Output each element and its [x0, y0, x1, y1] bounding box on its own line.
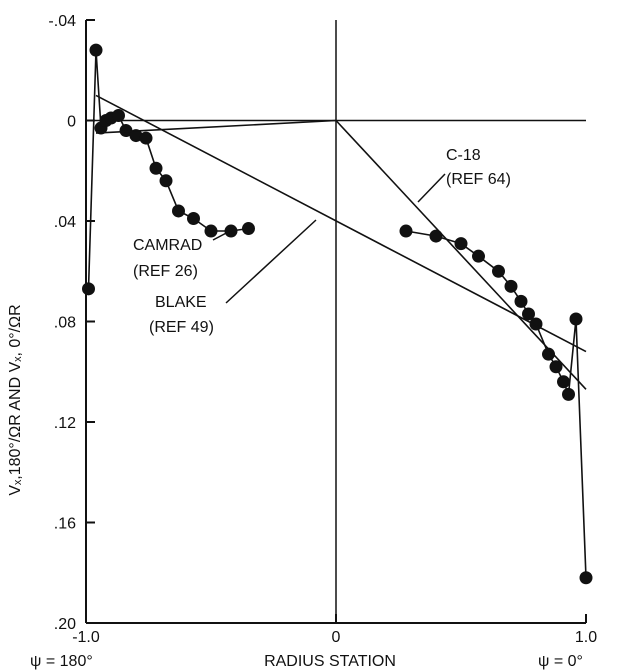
data-point-camrad: [579, 571, 593, 585]
data-point-camrad: [112, 108, 125, 122]
series-line-c18: [95, 119, 337, 134]
data-point-camrad: [562, 387, 575, 401]
annotation-camrad-leader: [212, 229, 233, 241]
series-line-c18: [335, 119, 587, 390]
annotation-blake-line2: (REF 49): [149, 319, 214, 336]
data-point-camrad: [119, 124, 133, 138]
data-point-camrad: [172, 204, 185, 218]
y-tick-label: .20: [54, 616, 76, 633]
series-camrad: [82, 43, 593, 585]
x-tick-label: 1.0: [575, 629, 597, 646]
data-point-camrad: [149, 161, 163, 175]
y-tick-label: .16: [54, 516, 76, 533]
data-point-camrad: [204, 224, 218, 238]
y-tick-label: .04: [54, 214, 76, 231]
data-point-camrad: [159, 174, 173, 188]
data-point-camrad: [504, 279, 518, 293]
annotation-blake-line1: BLAKE: [155, 294, 207, 311]
x-end-label-right: ψ = 0°: [538, 653, 583, 670]
data-point-camrad: [399, 224, 413, 238]
data-point-camrad: [129, 129, 143, 143]
data-point-camrad: [557, 375, 570, 389]
data-point-camrad: [492, 264, 505, 278]
y-tick-label: 0: [67, 114, 76, 131]
annotation-c18-line1: C-18: [446, 147, 481, 164]
data-point-camrad: [522, 307, 535, 321]
x-end-label-left: ψ = 180°: [30, 653, 93, 670]
y-tick-label: .12: [54, 415, 76, 432]
x-tick-label: -1.0: [72, 629, 100, 646]
series-blake: [95, 94, 587, 353]
data-point-camrad: [89, 43, 103, 57]
data-point-camrad: [242, 222, 255, 236]
data-point-camrad: [454, 237, 468, 251]
data-point-camrad: [472, 249, 485, 263]
annotation-blake-leader: [225, 219, 317, 304]
annotation-c18-leader: [417, 173, 446, 203]
series-c18: [95, 119, 587, 390]
annotation-c18-line2: (REF 64): [446, 171, 511, 188]
x-axis-label: RADIUS STATION: [264, 653, 396, 670]
data-point-camrad: [514, 294, 528, 308]
y-axis-label: Vₓ,180°/ΩR AND Vₓ, 0°/ΩR: [7, 304, 24, 495]
annotation-camrad-line1: CAMRAD: [133, 237, 202, 254]
data-point-camrad: [549, 360, 563, 374]
y-tick-label: .08: [54, 315, 76, 332]
data-point-camrad: [429, 229, 443, 243]
series-line-blake: [95, 94, 587, 353]
x-tick-label: 0: [332, 629, 341, 646]
y-tick-label: -.04: [48, 13, 76, 30]
data-point-camrad: [139, 131, 153, 145]
data-point-camrad: [187, 211, 200, 225]
data-point-camrad: [82, 282, 95, 296]
axes: -.04 0 .04 .08 .12 .16 .20-1.0 0 1.0: [48, 13, 597, 646]
series-layer: [82, 43, 593, 585]
series-line-camrad: [405, 230, 587, 578]
annotation-camrad-line2: (REF 26): [133, 263, 198, 280]
data-point-camrad: [569, 312, 583, 326]
data-point-camrad: [542, 347, 555, 361]
